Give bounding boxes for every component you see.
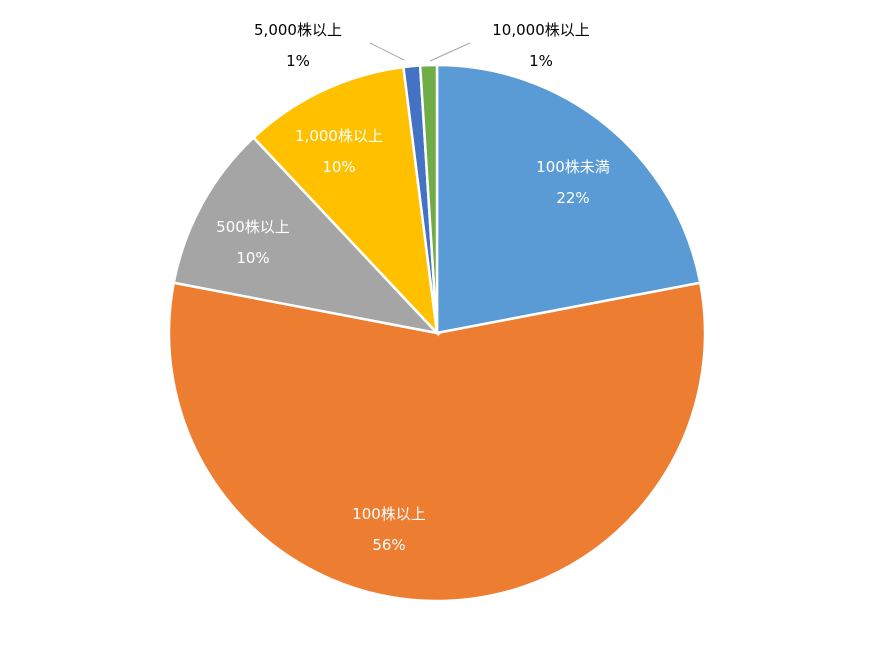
pie-slice-1 [435,63,702,335]
leader-line-6 [429,42,471,62]
pie-slice-3 [172,135,441,335]
pie-slices [167,63,707,603]
percent-label-5: 1% [286,52,310,70]
pie-slice-4 [251,65,439,337]
leader-lines [369,42,471,62]
category-label-3: 500株以上 [216,218,290,236]
leader-line-5 [369,42,405,61]
data-labels: 100株未満 22% 100株以上 56% 500株以上 10% 1,000株以上 10% 5,… [216,21,610,554]
category-label-5: 5,000株以上 [254,21,342,39]
category-label-4: 1,000株以上 [295,127,383,145]
pie-slice-2 [167,281,707,603]
category-label-6: 10,000株以上 [492,21,590,39]
percent-label-4: 10% [322,158,355,176]
percent-label-3: 10% [236,249,269,267]
pie-slice-6 [418,63,439,334]
category-label-2: 100株以上 [352,505,426,523]
percent-label-6: 1% [529,52,553,70]
percent-label-2: 56% [372,536,405,554]
percent-label-1: 22% [556,189,589,207]
category-label-1: 100株未満 [536,158,610,176]
